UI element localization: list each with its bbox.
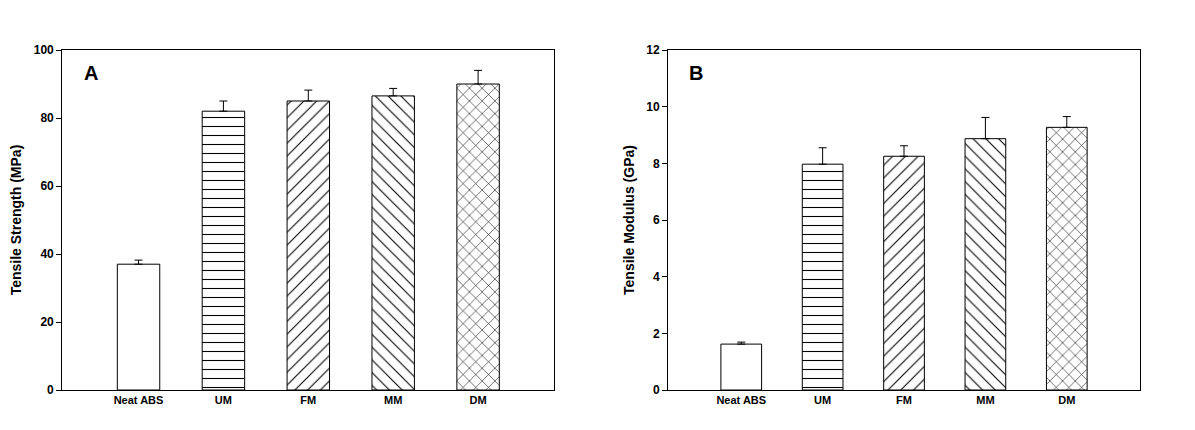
svg-text:12: 12 [646,43,660,57]
svg-text:UM: UM [215,394,232,406]
svg-text:Tensile Strength (MPa): Tensile Strength (MPa) [8,145,24,296]
svg-text:8: 8 [653,157,660,171]
svg-text:MM: MM [976,394,994,406]
svg-text:FM: FM [896,394,912,406]
svg-text:A: A [84,62,98,84]
svg-text:100: 100 [34,43,54,57]
svg-text:80: 80 [40,111,54,125]
svg-text:20: 20 [40,315,54,329]
svg-text:0: 0 [47,383,54,397]
svg-text:Tensile Modulus (GPa): Tensile Modulus (GPa) [621,145,637,295]
svg-text:0: 0 [653,383,660,397]
svg-text:Neat ABS: Neat ABS [716,394,766,406]
svg-text:FM: FM [300,394,316,406]
svg-text:DM: DM [1058,394,1075,406]
svg-text:4: 4 [653,270,660,284]
svg-text:DM: DM [470,394,487,406]
svg-text:B: B [689,62,703,84]
svg-text:10: 10 [646,100,660,114]
svg-text:UM: UM [814,394,831,406]
svg-text:6: 6 [653,213,660,227]
svg-text:2: 2 [653,327,660,341]
svg-text:60: 60 [40,179,54,193]
svg-text:40: 40 [40,247,54,261]
svg-text:Neat ABS: Neat ABS [114,394,164,406]
svg-text:MM: MM [384,394,402,406]
